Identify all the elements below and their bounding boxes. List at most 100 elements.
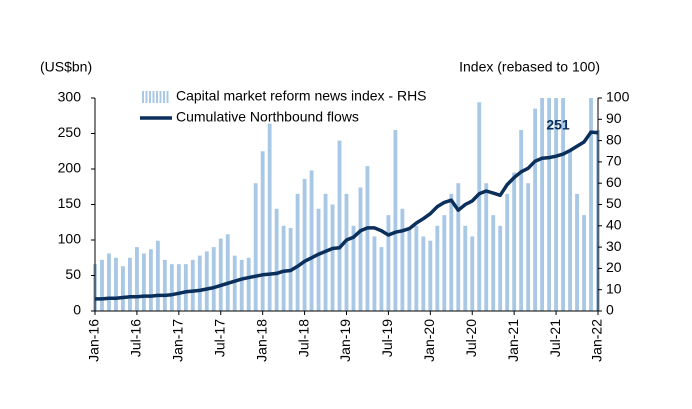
bar [379,247,384,311]
bar [505,193,510,311]
bar [358,187,363,311]
bar [121,266,125,311]
bar [512,172,517,311]
x-tick-label: Jan-18 [253,319,269,362]
bar [519,129,524,311]
legend-swatch [152,91,155,103]
y-tick-label: 150 [58,195,82,211]
y2-tick-label: 70 [606,153,622,169]
bar [477,102,482,311]
bar [316,208,321,311]
y2-tick-label: 10 [606,280,622,296]
x-tick-label: Jan-22 [589,319,605,362]
bar [533,108,538,312]
x-tick-label: Jul-20 [463,319,479,357]
bar [204,251,209,311]
bar [484,183,489,311]
legend-swatch [156,91,158,103]
bar [176,264,181,311]
bar [554,98,559,311]
bar [575,193,579,311]
bar [295,193,300,311]
bar [449,193,454,311]
bar [365,166,370,311]
bar [568,151,572,311]
y-tick-label: 100 [58,231,82,247]
bar [330,204,335,311]
bar [463,225,468,311]
bar [428,240,433,311]
bar [211,247,216,311]
y-tick-label: 200 [58,160,82,176]
bar [114,257,118,311]
bar [407,230,412,311]
y2-tick-label: 80 [606,131,622,147]
line [95,130,599,301]
legend-label: Capital market reform news index - RHS [176,88,427,104]
legend-swatch [142,91,144,103]
bar [393,129,398,311]
bar [561,98,565,311]
y2-tick-label: 0 [606,302,614,318]
bar [547,98,552,311]
bar [456,183,461,311]
y-axis-title: (US$bn) [40,59,92,75]
bar [589,98,593,311]
bar [582,215,586,311]
bar [337,140,342,311]
x-tick-label: Jul-16 [128,319,144,357]
legend-swatch [159,91,162,103]
bar [281,225,286,311]
bar [470,236,475,311]
bar [540,98,545,311]
bar [421,236,426,311]
bar [267,123,272,311]
bar [386,215,391,311]
bar [400,208,405,311]
bar [351,225,356,311]
bar [491,215,496,311]
bar [344,193,349,311]
bar [414,225,419,311]
x-tick-label: Jan-16 [86,319,102,362]
legend-swatch [145,91,148,103]
bar [246,257,251,311]
x-tick-label: Jan-17 [170,319,186,362]
bar [372,236,377,311]
x-tick-label: Jul-18 [295,319,311,357]
bar [183,264,188,311]
y2-tick-label: 40 [606,217,622,233]
x-tick-label: Jul-17 [211,319,227,357]
y-tick-label: 250 [58,124,82,140]
bar [232,255,237,311]
bar [197,255,202,311]
y2-tick-label: 60 [606,174,622,190]
bar [309,170,314,311]
bar [239,259,244,311]
y-tick-label: 50 [65,266,81,282]
bar [148,249,153,311]
y2-tick-label: 100 [606,89,630,105]
y2-tick-label: 50 [606,195,622,211]
y2-axis-title: Index (rebased to 100) [459,59,600,75]
y2-tick-label: 20 [606,259,622,275]
bar [134,247,139,311]
bar [169,264,174,311]
x-tick-label: Jan-19 [337,319,353,362]
bar [218,238,223,311]
bar [141,253,146,311]
bar [155,240,160,311]
bar [302,178,307,311]
annotation: 251 [546,117,570,133]
bar [225,234,230,311]
y2-tick-label: 90 [606,110,622,126]
legend-swatch [149,91,151,103]
y-tick-label: 300 [58,89,82,105]
bar [260,151,265,311]
bar [107,253,111,311]
bar [274,208,279,311]
bar [100,259,104,311]
legend-swatch [163,91,165,103]
bar [253,183,258,311]
